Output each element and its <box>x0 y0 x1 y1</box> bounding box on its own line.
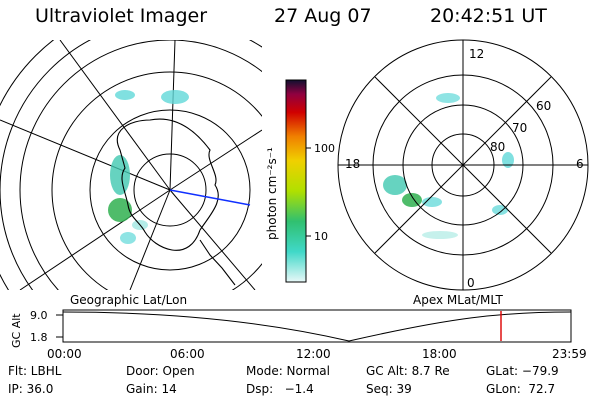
alt-ylabel: GC Alt <box>10 313 23 348</box>
mlt-label-0: 0 <box>467 276 475 290</box>
mlt-label-6: 6 <box>576 157 584 171</box>
projection-label-apex: Apex MLat/MLT <box>413 293 503 307</box>
alt-tick-9: 9.0 <box>30 309 48 322</box>
status-mode: Mode: Normal <box>246 364 330 378</box>
aurora-emission <box>108 90 189 244</box>
projection-label-geographic: Geographic Lat/Lon <box>70 293 188 307</box>
orbit-track <box>169 189 251 206</box>
coastline <box>116 118 219 251</box>
time-tick-1800: 18:00 <box>422 347 457 361</box>
status-ip: IP: 36.0 <box>8 382 54 396</box>
status-gain: Gain: 14 <box>126 382 177 396</box>
time-tick-1200: 12:00 <box>296 347 331 361</box>
app-title: Ultraviolet Imager <box>35 5 208 27</box>
status-seq: Seq: 39 <box>366 382 412 396</box>
observation-time: 20:42:51 UT <box>430 5 547 27</box>
apex-polar-plot: 12 18 6 0 60 70 80 <box>337 39 589 291</box>
colorbar-tick-10: 10 <box>314 230 328 243</box>
colorbar <box>285 79 307 283</box>
altitude-plot: 9.0 1.8 GC Alt 00:00 06:00 12:00 18:00 2… <box>10 309 587 361</box>
status-door: Door: Open <box>126 364 195 378</box>
alt-tick-1.8: 1.8 <box>30 331 48 344</box>
lat-label-70: 70 <box>512 121 527 135</box>
status-gc-alt: GC Alt: 8.7 Re <box>366 364 450 378</box>
time-tick-2359: 23:59 <box>552 347 587 361</box>
time-tick-0600: 06:00 <box>170 347 205 361</box>
mlt-label-12: 12 <box>469 47 484 61</box>
status-glon: GLon: 72.7 <box>486 382 556 396</box>
lat-label-80: 80 <box>490 140 505 154</box>
observation-date: 27 Aug 07 <box>274 5 372 27</box>
status-dsp: Dsp: −1.4 <box>246 382 314 396</box>
lat-label-60: 60 <box>536 99 551 113</box>
status-filter: Flt: LBHL <box>8 364 62 378</box>
colorbar-unit-label: photon cm⁻²s⁻¹ <box>265 147 279 240</box>
aurora-emission <box>383 93 514 239</box>
colorbar-tick-100: 100 <box>314 142 335 155</box>
status-glat: GLat: −79.9 <box>486 364 559 378</box>
mlt-label-18: 18 <box>345 157 360 171</box>
time-tick-0000: 00:00 <box>47 347 82 361</box>
geographic-map <box>0 40 262 290</box>
